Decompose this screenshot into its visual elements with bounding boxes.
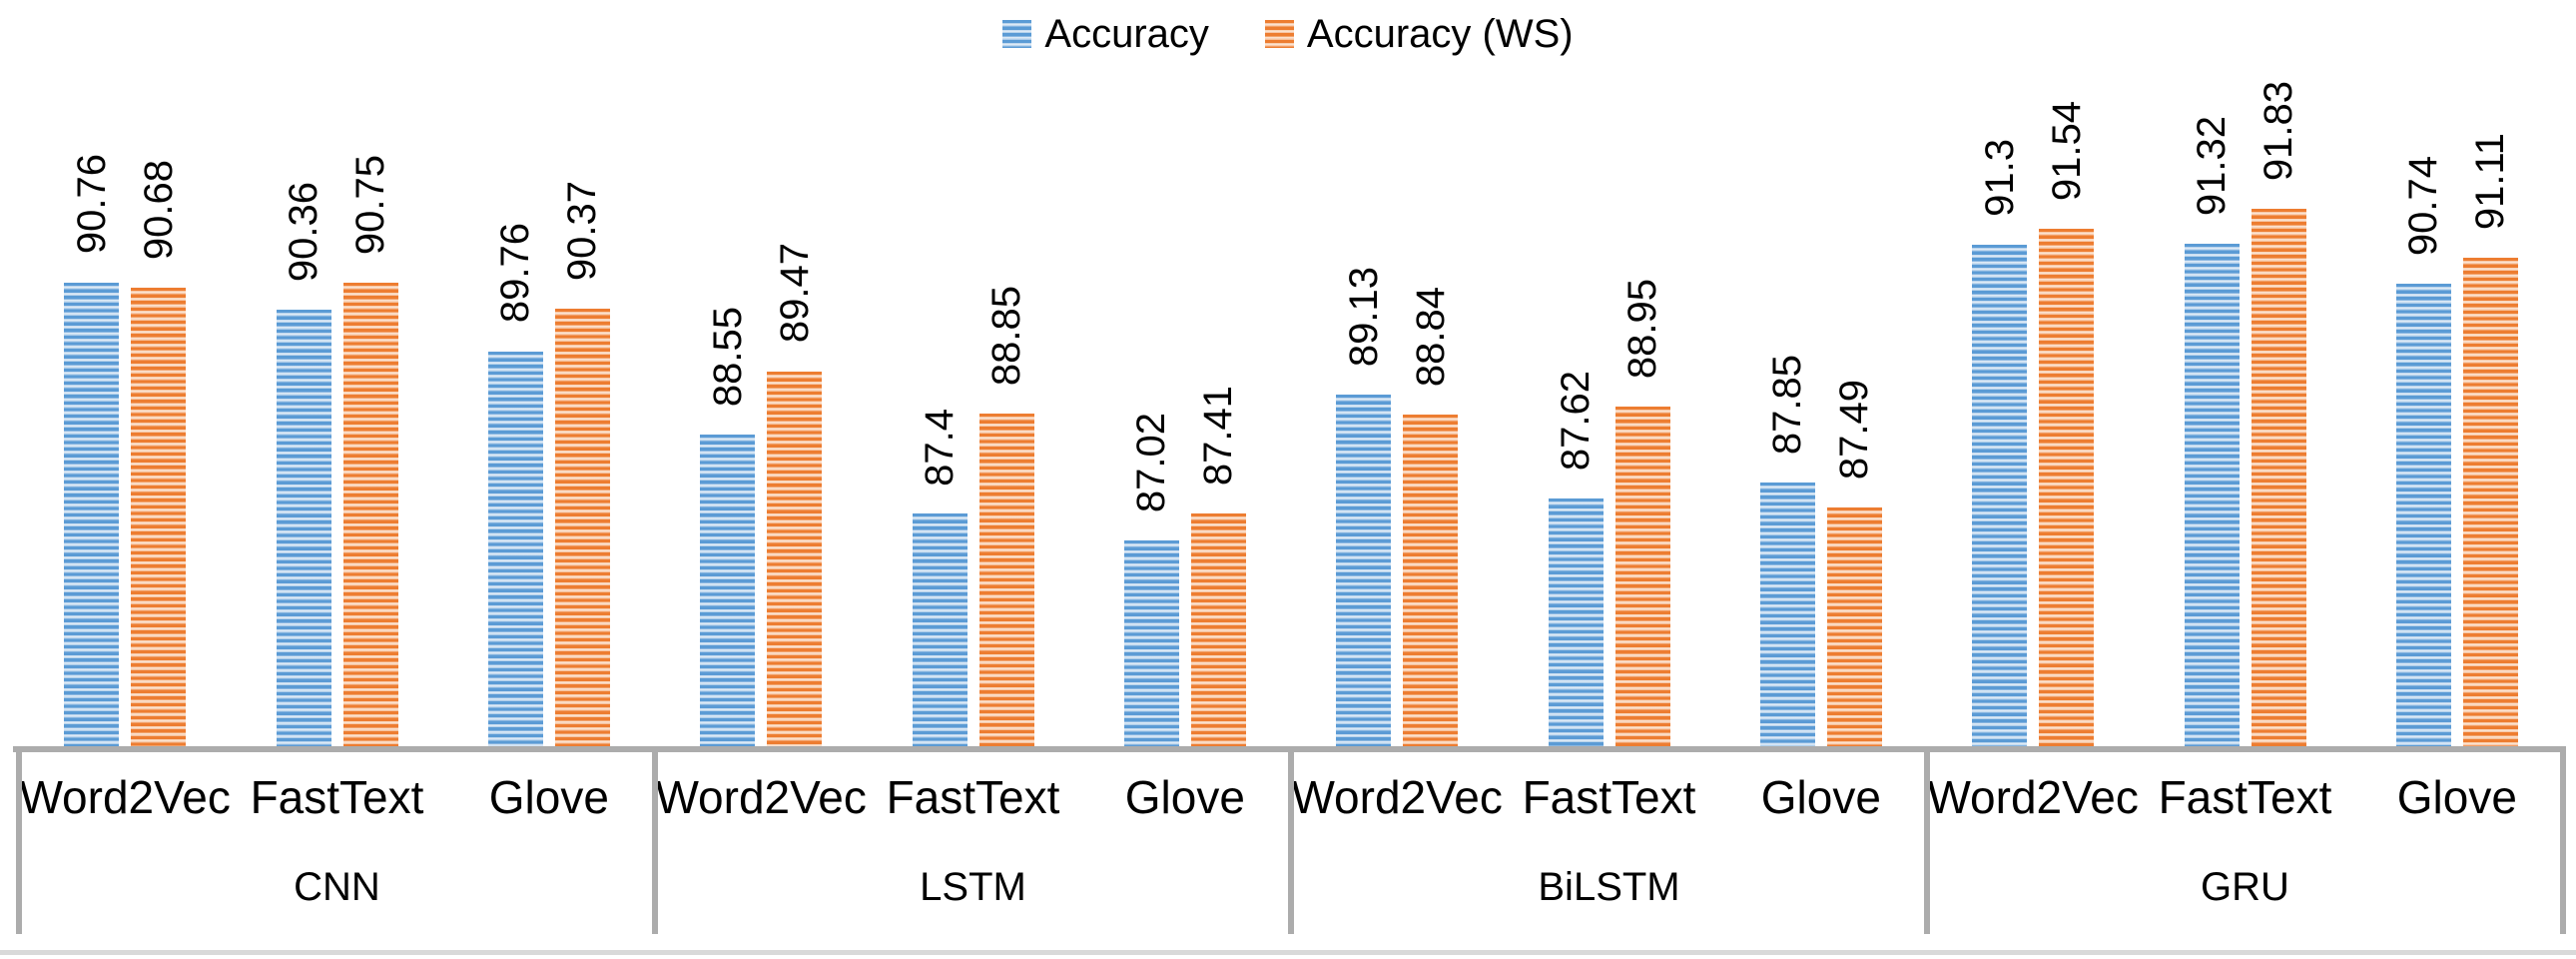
category-label: Glove <box>488 771 609 823</box>
category-label: Word2Vec <box>1927 771 2139 823</box>
bar-accuracy <box>2395 283 2451 748</box>
axis-group-divider <box>1288 746 1294 934</box>
bar-accuracy <box>487 351 543 748</box>
category-label: FastText <box>1522 771 1696 823</box>
axis-left-edge <box>16 746 22 934</box>
bar-value-label: 87.85 <box>1765 355 1810 456</box>
bar-accuracy-ws <box>1826 507 1882 748</box>
bar-accuracy-ws <box>131 288 187 748</box>
bar-accuracy-ws <box>978 414 1034 748</box>
bar-value-label: 89.13 <box>1341 266 1386 368</box>
bar-value-label: 90.74 <box>2401 155 2446 256</box>
bar-accuracy-ws <box>2251 208 2306 748</box>
bar-value-label: 90.76 <box>69 154 114 255</box>
bar-accuracy-ws <box>2462 258 2518 748</box>
bar-value-label: 88.85 <box>984 286 1028 387</box>
bar-value-label: 87.4 <box>918 408 962 486</box>
bar-value-label: 91.11 <box>2468 133 2513 231</box>
bar-accuracy <box>64 282 120 748</box>
bar-value-label: 90.37 <box>560 181 605 282</box>
axis-group-divider <box>1924 746 1930 934</box>
legend-label-accuracy: Accuracy <box>1044 12 1209 56</box>
bar-value-label: 87.49 <box>1832 380 1877 480</box>
category-label: FastText <box>886 771 1060 823</box>
group-label: GRU <box>2201 865 2289 909</box>
bar-accuracy-ws <box>1614 407 1670 748</box>
bar-value-label: 90.36 <box>282 182 325 283</box>
bar-accuracy <box>912 513 967 748</box>
category-label: Word2Vec <box>1291 771 1503 823</box>
category-label: Word2Vec <box>655 771 867 823</box>
bar-accuracy <box>1759 482 1815 748</box>
axis-group-divider <box>652 746 658 934</box>
bar-value-label: 91.32 <box>2190 115 2234 216</box>
bar-value-label: 87.02 <box>1129 412 1174 512</box>
bar-accuracy <box>2184 243 2240 748</box>
bar-accuracy <box>700 435 756 748</box>
bar-value-label: 90.75 <box>348 155 392 256</box>
axis-right-edge <box>2560 746 2566 934</box>
legend-swatch-accuracy-ws-icon <box>1264 20 1294 48</box>
bar-value-label: 88.55 <box>705 306 750 408</box>
bar-value-label: 88.84 <box>1408 286 1453 388</box>
bar-value-label: 88.95 <box>1620 279 1664 380</box>
bar-accuracy <box>1972 245 2028 748</box>
bar-accuracy-ws <box>767 371 823 748</box>
bar-value-label: 90.68 <box>136 159 181 261</box>
legend: Accuracy Accuracy (WS) <box>0 14 2576 54</box>
bar-accuracy <box>1548 498 1604 748</box>
group-label: CNN <box>294 865 380 909</box>
bar-accuracy <box>276 310 331 748</box>
page-bottom-rule <box>0 950 2576 955</box>
category-label: Glove <box>1124 771 1245 823</box>
bar-value-label: 87.62 <box>1554 371 1598 472</box>
legend-label-accuracy-ws: Accuracy (WS) <box>1306 12 1574 56</box>
bar-accuracy-ws <box>2039 228 2095 748</box>
bar-accuracy-ws <box>1190 512 1246 748</box>
category-label: Word2Vec <box>19 771 231 823</box>
category-label: FastText <box>250 771 424 823</box>
bar-accuracy-ws <box>1403 415 1459 748</box>
bar-accuracy <box>1336 395 1392 748</box>
bar-value-label: 89.76 <box>493 223 538 324</box>
category-label: Glove <box>2396 771 2517 823</box>
legend-swatch-accuracy-icon <box>1002 20 1032 48</box>
bar-value-label: 91.83 <box>2256 80 2300 181</box>
bar-accuracy-ws <box>342 283 398 748</box>
bar-value-label: 87.41 <box>1196 385 1241 485</box>
group-label: LSTM <box>920 865 1026 909</box>
bar-value-label: 91.3 <box>1977 139 2022 218</box>
bar-accuracy-ws <box>554 309 610 748</box>
legend-item-accuracy: Accuracy <box>1002 14 1209 54</box>
bar-value-label: 89.47 <box>772 243 817 344</box>
bar-value-label: 91.54 <box>2044 100 2089 201</box>
group-label: BiLSTM <box>1538 865 1680 909</box>
category-label: Glove <box>1760 771 1881 823</box>
bar-accuracy <box>1123 539 1179 748</box>
legend-item-accuracy-ws: Accuracy (WS) <box>1264 12 1574 56</box>
category-label: FastText <box>2158 771 2332 823</box>
